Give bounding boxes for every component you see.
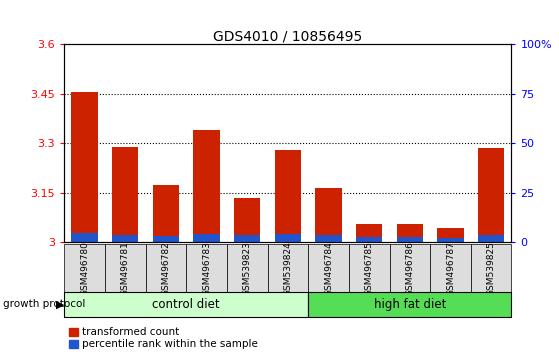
Bar [186, 244, 227, 292]
Text: GSM496781: GSM496781 [121, 241, 130, 296]
Bar [356, 237, 382, 242]
Text: GSM539825: GSM539825 [487, 241, 496, 296]
Bar [356, 224, 382, 242]
Bar [315, 188, 342, 242]
Text: GSM496786: GSM496786 [405, 241, 414, 296]
Bar [193, 234, 220, 242]
Bar [397, 224, 423, 242]
Bar [308, 292, 511, 317]
Bar [145, 244, 186, 292]
Bar [72, 92, 98, 242]
Text: GSM496783: GSM496783 [202, 241, 211, 296]
Title: GDS4010 / 10856495: GDS4010 / 10856495 [214, 29, 362, 43]
Bar [72, 233, 98, 242]
Bar [64, 292, 308, 317]
Text: GSM496782: GSM496782 [162, 241, 170, 296]
Bar [112, 235, 139, 242]
Bar [234, 235, 260, 242]
Text: growth protocol: growth protocol [3, 299, 85, 309]
Bar [227, 244, 268, 292]
Text: GSM496780: GSM496780 [80, 241, 89, 296]
Bar [471, 244, 511, 292]
Bar [153, 185, 179, 242]
Bar [390, 244, 430, 292]
Bar [268, 244, 308, 292]
Text: GSM539824: GSM539824 [283, 241, 292, 296]
Bar [64, 244, 105, 292]
Text: GSM496785: GSM496785 [364, 241, 374, 296]
Bar [349, 244, 390, 292]
Bar [274, 234, 301, 242]
Bar [478, 148, 504, 242]
Bar [315, 235, 342, 242]
Text: GSM496784: GSM496784 [324, 241, 333, 296]
Bar [437, 238, 464, 242]
Text: GSM539823: GSM539823 [243, 241, 252, 296]
Bar [105, 244, 145, 292]
Bar [234, 198, 260, 242]
Bar [437, 228, 464, 242]
Bar [153, 236, 179, 242]
Text: GSM496787: GSM496787 [446, 241, 455, 296]
Text: control diet: control diet [153, 298, 220, 311]
Bar [193, 130, 220, 242]
Bar [274, 150, 301, 242]
Bar [112, 147, 139, 242]
Bar [308, 244, 349, 292]
Bar [430, 244, 471, 292]
Bar [397, 237, 423, 242]
Bar [478, 235, 504, 242]
Text: high fat diet: high fat diet [373, 298, 446, 311]
Legend: transformed count, percentile rank within the sample: transformed count, percentile rank withi… [69, 327, 258, 349]
Text: ▶: ▶ [56, 299, 65, 309]
